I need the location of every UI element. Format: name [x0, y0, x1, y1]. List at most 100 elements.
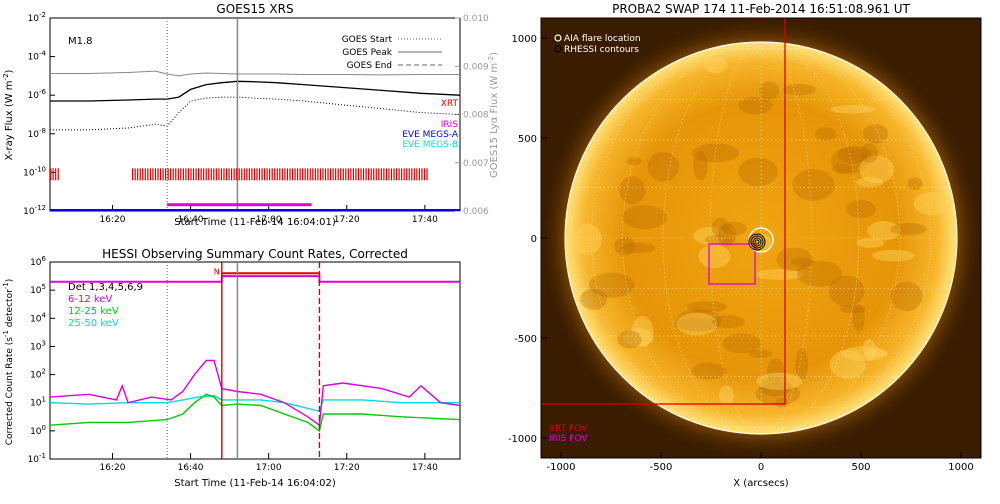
xrt-coverage-tick [55, 168, 57, 181]
hessi-y-tick-label: 105 [30, 283, 46, 296]
xrt-coverage-tick [380, 168, 382, 181]
solar-feature [790, 257, 814, 267]
swap-title: PROBA2 SWAP 174 11-Feb-2014 16:51:08.961… [612, 2, 910, 16]
swap-x-tick-label: -500 [650, 462, 673, 473]
xrt-coverage-tick [164, 168, 167, 181]
solar-feature [845, 199, 876, 219]
xrt-coverage-tick [327, 168, 329, 181]
solar-feature [890, 223, 927, 236]
coverage-bar-iris [167, 203, 312, 207]
xrt-coverage-tick [385, 168, 388, 181]
solar-feature [580, 288, 608, 310]
solar-feature [619, 176, 646, 205]
xrt-coverage-tick [246, 168, 248, 181]
instrument-label: XRT [441, 99, 459, 109]
hessi-legend-label: 12-25 keV [68, 306, 119, 317]
goes-x-tick-label: 17:40 [412, 215, 438, 225]
xrt-coverage-tick [251, 168, 253, 181]
solar-feature [647, 151, 680, 182]
swap-x-label: X (arcsecs) [733, 478, 789, 489]
goes-x-label: Start Time (11-Feb-14 16:04:01) [174, 217, 336, 228]
longitude-line [760, 41, 860, 435]
goes-y-right-axis: 0.010 0.009 0.008 0.007 0.006 [455, 14, 489, 217]
xrt-coverage-tick [426, 168, 428, 181]
xrt-coverage-tick [423, 168, 426, 181]
goes-y-right-tick-label: 0.010 [463, 14, 489, 24]
xrt-coverage-tick [139, 168, 141, 181]
solar-feature [766, 358, 785, 386]
swap-legend-symbol [554, 45, 562, 53]
xrt-coverage-tick [335, 168, 337, 181]
swap-panel: PROBA2 SWAP 174 11-Feb-2014 16:51:08.961… [508, 2, 982, 489]
xrt-coverage-tick [238, 168, 240, 181]
solar-feature [867, 221, 901, 241]
xrt-coverage-tick [248, 168, 250, 181]
solar-feature [620, 242, 656, 254]
xrt-coverage-tick [223, 168, 225, 181]
xrt-coverage-tick [152, 168, 154, 181]
solar-feature [698, 244, 731, 269]
hessi-night-label: N [214, 268, 220, 277]
solar-feature [795, 348, 809, 380]
xrt-coverage-tick [175, 168, 177, 181]
xrt-coverage-tick [340, 168, 342, 181]
swap-y-tick-label: -500 [514, 334, 537, 345]
solar-feature [722, 333, 761, 354]
solar-feature [711, 217, 730, 238]
goes-y-right-tick-label: 0.008 [463, 111, 489, 121]
hessi-y-tick-label: 103 [30, 339, 46, 352]
xrt-coverage-tick [162, 168, 164, 181]
goes-x-tick-label: 17:20 [334, 215, 360, 225]
xrt-coverage-tick [296, 168, 299, 181]
hessi-y-axis: 106 105 104 103 102 101 100 10-1 [28, 255, 55, 465]
xrt-coverage-tick [276, 168, 278, 181]
xrt-coverage-tick [134, 168, 136, 181]
swap-legend-label: AIA flare location [564, 34, 641, 44]
goes-legend-label: GOES End [347, 61, 392, 71]
xrt-coverage-tick [210, 168, 212, 181]
flare-class-label: M1.8 [68, 36, 93, 47]
xrt-coverage-tick [258, 168, 261, 181]
solar-feature [756, 372, 803, 390]
rhessi-contour [754, 239, 760, 245]
swap-fov-label: IRIS FOV [549, 434, 588, 444]
xrt-coverage-tick [393, 168, 395, 181]
xrt-coverage-tick [142, 168, 144, 181]
xrt-coverage-tick [279, 168, 281, 181]
xrt-coverage-tick [350, 168, 352, 181]
xrt-coverage-tick [177, 168, 179, 181]
swap-fov-label: XRT FOV [549, 424, 588, 434]
goes-y-right-tick-label: 0.009 [463, 62, 489, 72]
solar-feature [721, 221, 747, 236]
xrt-coverage-tick [401, 168, 403, 181]
solar-feature [872, 249, 915, 262]
xrt-coverage-tick [271, 168, 273, 181]
solar-feature [814, 127, 837, 141]
hessi-y-tick-label: 102 [30, 368, 46, 381]
xrt-coverage-tick [362, 168, 365, 181]
xrt-coverage-tick [365, 168, 367, 181]
hessi-x-axis: 16:20 16:40 17:00 17:20 17:40 [100, 453, 438, 473]
goes-legend-label: GOES Peak [342, 48, 392, 58]
swap-y-tick-label: 0 [531, 234, 537, 245]
xrt-coverage-tick [357, 168, 360, 181]
hessi-y-tick-label: 10-1 [28, 452, 46, 465]
iris-fov-box [708, 243, 756, 285]
longitude-line [662, 41, 762, 435]
xrt-coverage-tick [187, 168, 190, 181]
solar-feature [860, 143, 879, 163]
rhessi-contour [750, 235, 764, 249]
solar-feature [622, 205, 667, 230]
solar-feature [617, 330, 642, 349]
solar-feature [828, 275, 865, 307]
lya-flux-line [50, 70, 460, 77]
xrt-coverage-tick [286, 168, 289, 181]
hessi-legend-label: Det 1,3,4,5,6,9 [68, 282, 143, 293]
xrt-coverage-tick [50, 168, 52, 181]
hessi-series-12-25-kev [50, 393, 460, 433]
xrt-coverage-tick [378, 168, 380, 181]
swap-legend-symbol [554, 34, 562, 42]
solar-feature [691, 143, 740, 163]
